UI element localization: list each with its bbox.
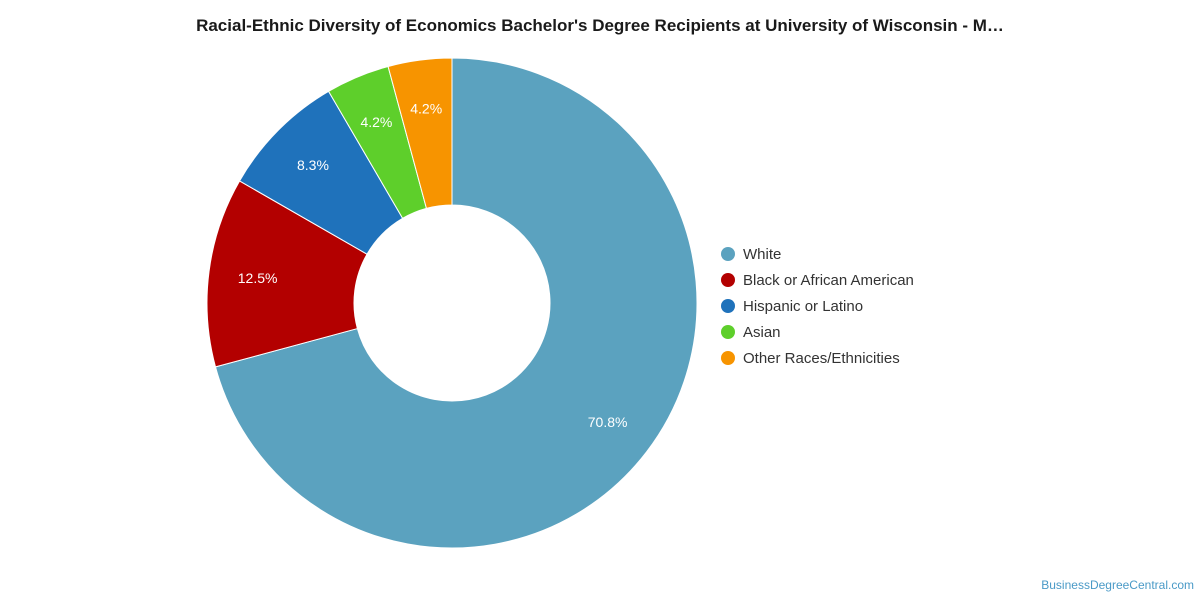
legend-label: Asian [743, 323, 781, 341]
legend-label: Hispanic or Latino [743, 297, 864, 315]
donut-slices [206, 57, 698, 549]
slice-white[interactable] [214, 57, 698, 549]
slice-other-races-ethnicities[interactable] [387, 57, 453, 210]
chart-legend: White Black or African American Hispanic o… [721, 241, 914, 371]
legend-swatch [721, 325, 735, 339]
legend-swatch [721, 273, 735, 287]
source-credit-link[interactable]: BusinessDegreeCentral.com [1041, 578, 1194, 592]
chart-title: Racial-Ethnic Diversity of Economics Bac… [196, 16, 1004, 35]
slice-label-asian: 4.2% [360, 114, 392, 130]
donut-slice-labels: 70.8% 12.5% 8.3% 4.2% 4.2% [238, 101, 628, 430]
slice-black-or-african-american[interactable] [206, 180, 368, 368]
legend-item-white[interactable]: White [721, 241, 914, 267]
legend-item-black-or-african-american[interactable]: Black or African American [721, 267, 914, 293]
slice-label-black-or-african-american: 12.5% [238, 270, 278, 286]
legend-label: White [743, 245, 782, 263]
legend-swatch [721, 299, 735, 313]
legend-item-hispanic-or-latino[interactable]: Hispanic or Latino [721, 293, 914, 319]
legend-item-asian[interactable]: Asian [721, 319, 914, 345]
legend-swatch [721, 351, 735, 365]
legend-label: Black or African American [743, 271, 914, 289]
slice-label-other-races-ethnicities: 4.2% [410, 101, 442, 117]
legend-swatch [721, 247, 735, 261]
slice-label-hispanic-or-latino: 8.3% [297, 157, 329, 173]
legend-item-other-races-ethnicities[interactable]: Other Races/Ethnicities [721, 345, 914, 371]
legend-label: Other Races/Ethnicities [743, 349, 900, 367]
slice-label-white: 70.8% [588, 414, 628, 430]
